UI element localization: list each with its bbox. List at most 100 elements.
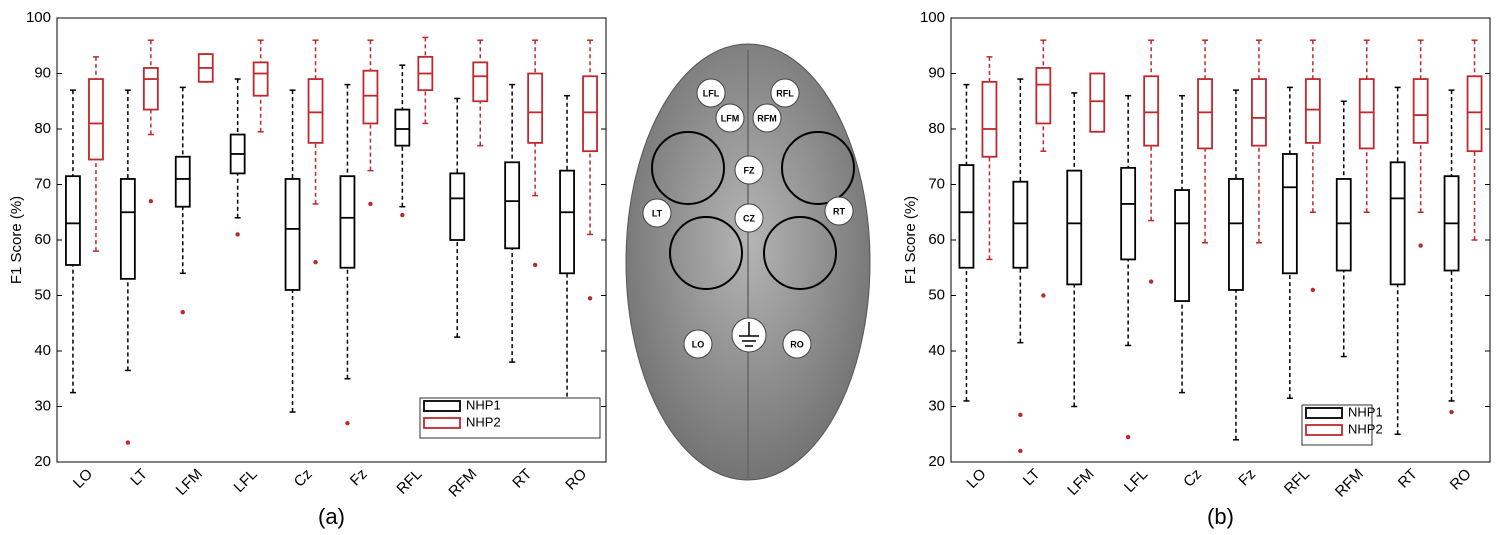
outlier	[313, 260, 318, 265]
electrode	[824, 196, 854, 226]
electrode-label: LFM	[721, 113, 740, 123]
box	[1143, 39, 1160, 284]
plot-frame	[950, 17, 1491, 463]
box-body	[1412, 78, 1429, 144]
y-axis-label: F1 Score (%)	[8, 196, 25, 284]
box-body	[981, 80, 998, 158]
y-tick-label: 40	[928, 342, 945, 359]
y-tick-label: 40	[34, 342, 51, 359]
outlier	[532, 262, 538, 268]
outlier	[1018, 412, 1023, 418]
box	[252, 39, 269, 133]
box	[174, 86, 191, 315]
legend-swatch	[1305, 407, 1343, 419]
box	[1120, 94, 1137, 440]
y-tick-label: 90	[928, 64, 945, 81]
box	[362, 39, 379, 207]
y-tick-label: 50	[34, 286, 51, 303]
electrode	[715, 103, 745, 133]
box-body	[1251, 78, 1267, 147]
y-tick-label: 30	[34, 397, 51, 414]
box-body	[1389, 161, 1406, 286]
box	[1066, 92, 1083, 408]
x-tick-label: RFM	[1332, 466, 1367, 501]
box	[1035, 39, 1052, 298]
electrode-label: CZ	[743, 213, 755, 223]
y-tick-label: 70	[34, 175, 51, 192]
box-body	[362, 69, 379, 125]
box	[958, 83, 975, 402]
box	[1174, 94, 1190, 394]
box	[504, 83, 521, 363]
legend-swatch	[423, 400, 461, 412]
legend-label: NHP1	[466, 397, 501, 412]
box-body	[527, 72, 544, 144]
x-tick-label: RO	[562, 466, 590, 494]
y-tick-label: 20	[34, 453, 51, 470]
box-body	[1120, 166, 1137, 261]
box-body	[1089, 72, 1106, 133]
legend-label: NHP2	[1348, 421, 1383, 436]
box	[559, 94, 575, 419]
x-tick-label: LO	[963, 466, 989, 492]
x-tick-label: LFM	[173, 466, 206, 499]
box	[1412, 39, 1429, 248]
x-tick-label: RT	[509, 466, 535, 492]
box-body	[65, 175, 81, 266]
x-tick-label: LO	[70, 466, 96, 492]
outlier	[1041, 293, 1046, 298]
box-body	[174, 155, 191, 208]
electrode	[642, 198, 672, 228]
box	[472, 39, 489, 147]
electrode	[696, 78, 726, 108]
box-body	[1304, 78, 1321, 144]
box	[1281, 86, 1298, 399]
box-body	[119, 178, 136, 280]
x-tick-label: LT	[1020, 466, 1044, 490]
box-body	[1197, 78, 1213, 150]
electrode-label: LO	[692, 339, 705, 349]
outlier	[400, 212, 405, 218]
y-tick-label: 30	[928, 397, 945, 414]
box-body	[1466, 75, 1483, 153]
box-body	[88, 78, 104, 161]
outlier	[1125, 434, 1131, 440]
box-body	[449, 172, 466, 241]
x-tick-label: Fz	[1235, 466, 1259, 490]
box	[197, 53, 214, 83]
box-body	[284, 178, 301, 291]
panel-label: (a)	[318, 504, 345, 529]
y-tick-label: 60	[928, 231, 945, 248]
y-tick-label: 50	[928, 286, 945, 303]
plot-frame	[56, 17, 607, 463]
outlier	[587, 296, 593, 301]
box	[284, 89, 301, 413]
electrode-label: RFM	[757, 113, 777, 123]
box-body	[1066, 169, 1083, 286]
outlier	[235, 232, 240, 237]
outlier	[345, 420, 350, 426]
box-body	[1174, 189, 1190, 302]
outlier	[148, 198, 154, 204]
box	[65, 89, 81, 394]
box-body	[1143, 75, 1160, 147]
electrode	[752, 103, 782, 133]
x-tick-label: LFM	[1064, 466, 1097, 499]
x-tick-label: RFL	[1281, 466, 1313, 498]
x-tick-label: RFM	[445, 466, 480, 501]
box	[229, 78, 246, 237]
box-body	[1281, 153, 1298, 275]
box	[142, 39, 159, 204]
box-body	[1035, 67, 1052, 125]
outlier	[180, 309, 185, 315]
box-body	[504, 161, 521, 250]
box	[1389, 86, 1406, 435]
box	[1335, 100, 1352, 358]
electrode-label: LT	[652, 208, 663, 218]
electrode-label: LFL	[703, 88, 720, 98]
x-tick-label: LFL	[230, 466, 260, 496]
box	[307, 39, 324, 265]
y-tick-label: 100	[26, 9, 51, 26]
box	[1466, 39, 1483, 241]
